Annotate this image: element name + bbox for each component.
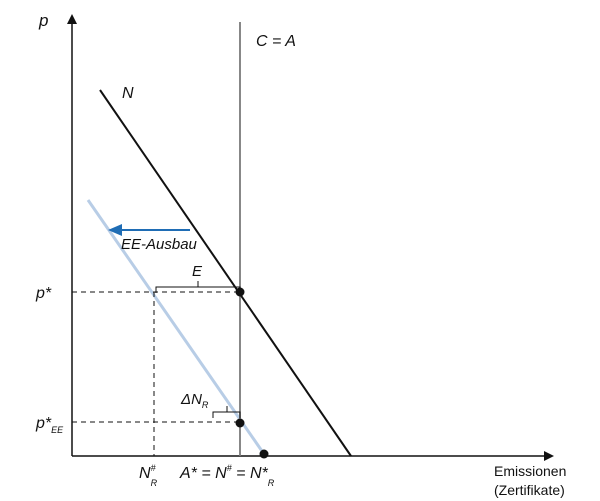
equilibrium-ee-point: [236, 419, 245, 428]
price-ee-label: p*EE: [35, 415, 64, 435]
cap-label: C = A: [256, 33, 296, 50]
demand-label: N: [122, 85, 134, 102]
nr-label: N# R: [139, 463, 158, 488]
y-axis-label: p: [38, 11, 48, 30]
gap-bracket: [156, 281, 240, 293]
delta-label: ΔNR: [180, 391, 209, 410]
x-axis-label-line2: (Zertifikate): [494, 482, 565, 498]
shift-label: EE-Ausbau: [121, 236, 198, 253]
delta-bracket: [213, 406, 240, 418]
equilibrium-label: A* = N# = N*R: [179, 463, 275, 488]
gap-label: E: [192, 263, 203, 280]
equilibrium-point: [236, 288, 245, 297]
x-axis-label-line1: Emissionen: [494, 463, 566, 479]
price-label: p*: [35, 285, 52, 302]
shifted-demand-axis-point: [260, 450, 269, 459]
